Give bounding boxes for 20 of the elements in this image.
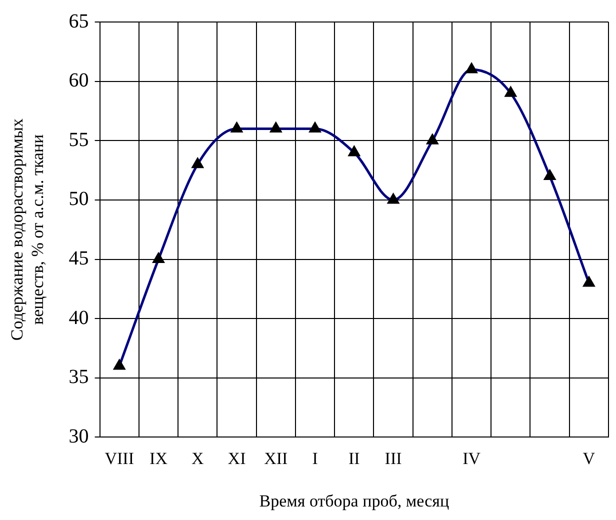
- x-tick-label: II: [348, 448, 360, 468]
- x-tick-label: VIII: [104, 448, 134, 468]
- y-tick-label: 60: [68, 70, 89, 92]
- x-tick-label: IX: [150, 448, 168, 468]
- y-tick-label: 35: [68, 366, 89, 388]
- x-tick-label: XII: [264, 448, 288, 468]
- x-tick-label: XI: [228, 448, 246, 468]
- x-tick-label: X: [191, 448, 204, 468]
- x-tick-label: IV: [462, 448, 482, 468]
- x-tick-label: V: [582, 448, 596, 468]
- y-tick-label: 65: [68, 10, 89, 32]
- x-tick-label: I: [312, 448, 318, 468]
- y-tick-label: 40: [68, 306, 89, 329]
- x-axis-title: Время отбора проб, месяц: [259, 491, 450, 510]
- y-tick-label: 45: [68, 248, 89, 270]
- y-axis-title: Содержание водорастворимых веществ, % от а.с.м. ткани: [8, 118, 48, 341]
- x-tick-label: III: [384, 448, 402, 468]
- y-tick-label: 50: [68, 188, 89, 210]
- y-tick-label: 55: [68, 128, 89, 151]
- y-tick-label: 30: [68, 425, 89, 448]
